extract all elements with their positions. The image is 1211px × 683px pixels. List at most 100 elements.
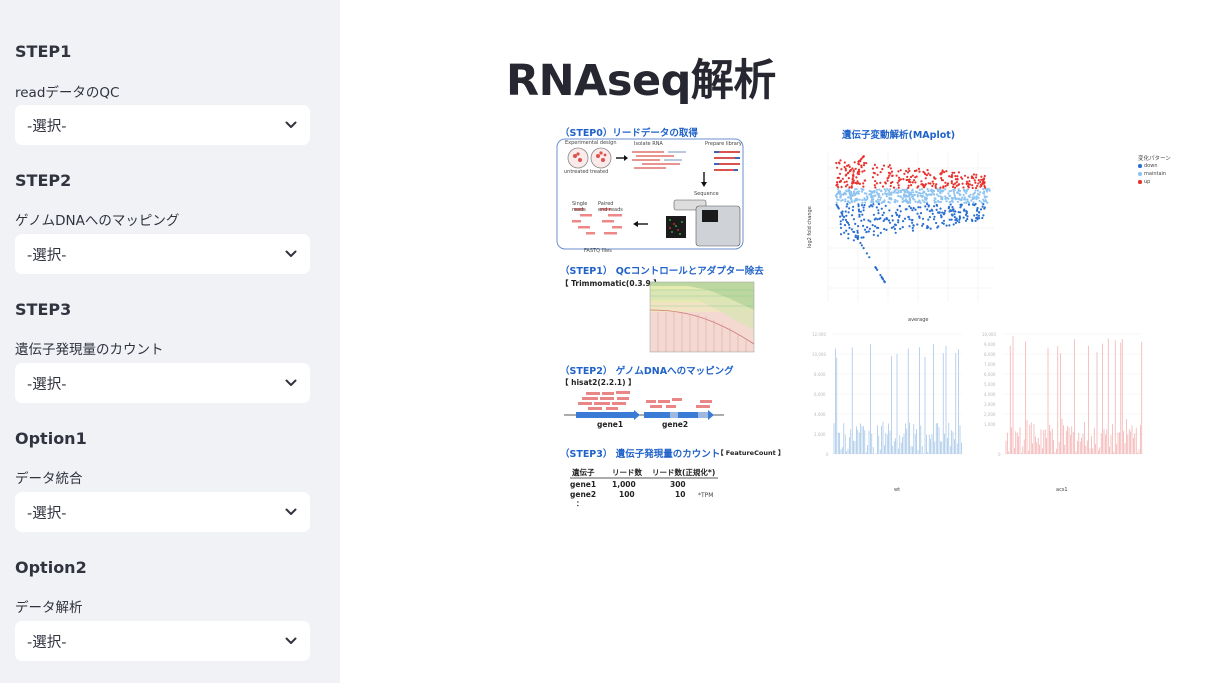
ma-point bbox=[888, 193, 891, 196]
ma-point bbox=[862, 185, 865, 188]
option1-select-value: -選択- bbox=[27, 505, 67, 522]
ma-point bbox=[966, 217, 969, 221]
ma-point bbox=[844, 185, 847, 188]
step0-fastq-label: FASTQ files bbox=[584, 248, 612, 254]
ma-point bbox=[949, 203, 952, 206]
ma-point bbox=[906, 200, 909, 204]
ma-point bbox=[941, 189, 945, 192]
ma-point bbox=[979, 208, 983, 211]
gene1-label: gene1 bbox=[597, 420, 624, 429]
ma-point bbox=[839, 233, 843, 236]
ma-point bbox=[929, 174, 932, 177]
ma-point bbox=[976, 206, 979, 210]
step3-select[interactable]: -選択- bbox=[15, 363, 310, 403]
ma-point bbox=[955, 181, 958, 184]
ma-point bbox=[889, 172, 892, 175]
ma-point bbox=[980, 178, 983, 181]
ma-point bbox=[903, 217, 907, 220]
ma-point bbox=[976, 218, 979, 221]
ma-point bbox=[868, 205, 871, 208]
ma-point bbox=[835, 184, 838, 187]
ma-point bbox=[872, 203, 875, 206]
ma-point bbox=[986, 201, 989, 204]
option2-select-value: -選択- bbox=[27, 634, 67, 651]
ma-point bbox=[877, 203, 881, 206]
ma-point bbox=[979, 191, 982, 194]
ma-point bbox=[901, 226, 904, 229]
ma-point bbox=[983, 207, 986, 210]
ma-point bbox=[857, 162, 860, 165]
ma-point bbox=[953, 171, 956, 174]
ma-point bbox=[845, 180, 848, 183]
ma-point bbox=[978, 217, 981, 220]
ma-point bbox=[854, 234, 857, 237]
ma-point bbox=[884, 204, 887, 207]
ma-point bbox=[875, 226, 879, 229]
ma-point bbox=[922, 190, 925, 193]
ma-point bbox=[860, 204, 864, 207]
ma-point bbox=[839, 196, 842, 199]
ma-point bbox=[979, 180, 982, 184]
ma-point bbox=[971, 196, 974, 199]
ma-point bbox=[957, 183, 960, 186]
maplot-legend-down: down bbox=[1144, 163, 1158, 169]
maplot-legend-up-swatch bbox=[1138, 180, 1142, 184]
step0-paired-label: Paired end reads bbox=[598, 201, 623, 213]
ma-point bbox=[984, 186, 987, 189]
ma-point bbox=[856, 198, 859, 201]
ma-point bbox=[839, 223, 842, 226]
ma-point bbox=[943, 171, 946, 174]
ma-point bbox=[908, 205, 911, 208]
step3-tool: 【 FeatureCount 】 bbox=[717, 449, 785, 457]
ma-point bbox=[865, 162, 868, 165]
ma-point bbox=[836, 166, 839, 169]
ma-point bbox=[846, 200, 850, 203]
ma-point bbox=[944, 209, 947, 212]
ma-point bbox=[930, 208, 933, 211]
ma-point bbox=[860, 164, 863, 167]
ma-point bbox=[934, 201, 937, 204]
ma-point bbox=[919, 206, 922, 209]
ma-point bbox=[945, 224, 948, 227]
ma-point bbox=[926, 187, 929, 191]
ma-point bbox=[958, 193, 961, 196]
svg-text:8,000: 8,000 bbox=[984, 352, 996, 357]
ma-point bbox=[954, 221, 957, 224]
ma-point bbox=[942, 185, 945, 188]
ma-point bbox=[891, 219, 894, 222]
ma-point bbox=[848, 226, 851, 229]
ma-point bbox=[883, 188, 886, 191]
ma-point bbox=[893, 227, 896, 231]
ma-point bbox=[948, 175, 951, 178]
svg-text:0: 0 bbox=[998, 452, 1001, 457]
step0-exp-label: Experimental design bbox=[565, 140, 617, 146]
ma-point bbox=[933, 189, 936, 193]
ma-point bbox=[867, 230, 870, 233]
option1-select[interactable]: -選択- bbox=[15, 492, 310, 532]
ma-point bbox=[924, 196, 927, 200]
ma-point bbox=[955, 218, 958, 221]
ma-point bbox=[950, 196, 953, 200]
step2-select[interactable]: -選択- bbox=[15, 234, 310, 274]
ma-point bbox=[908, 178, 911, 181]
ma-point bbox=[942, 219, 946, 222]
ma-point bbox=[921, 224, 924, 227]
step1-select[interactable]: -選択- bbox=[15, 105, 310, 145]
ma-point bbox=[986, 190, 989, 193]
ma-point bbox=[888, 209, 891, 212]
ma-point bbox=[877, 209, 880, 212]
ma-point bbox=[858, 182, 861, 185]
step3-select-value: -選択- bbox=[27, 376, 67, 393]
option2-select[interactable]: -選択- bbox=[15, 621, 310, 661]
step3-caption: （STEP3） 遺伝子発現量のカウント bbox=[560, 449, 721, 460]
ma-point bbox=[885, 216, 888, 220]
ma-point bbox=[961, 177, 964, 180]
count-table-row1-normalized: 300 bbox=[670, 480, 686, 489]
ma-point bbox=[958, 221, 961, 224]
ma-point bbox=[971, 184, 974, 187]
ma-point bbox=[843, 215, 846, 219]
wt-bar-xlabel: wt bbox=[894, 487, 901, 493]
count-table-note: *TPM bbox=[698, 492, 714, 499]
ma-point bbox=[971, 186, 974, 190]
svg-text:5,000: 5,000 bbox=[984, 382, 996, 387]
